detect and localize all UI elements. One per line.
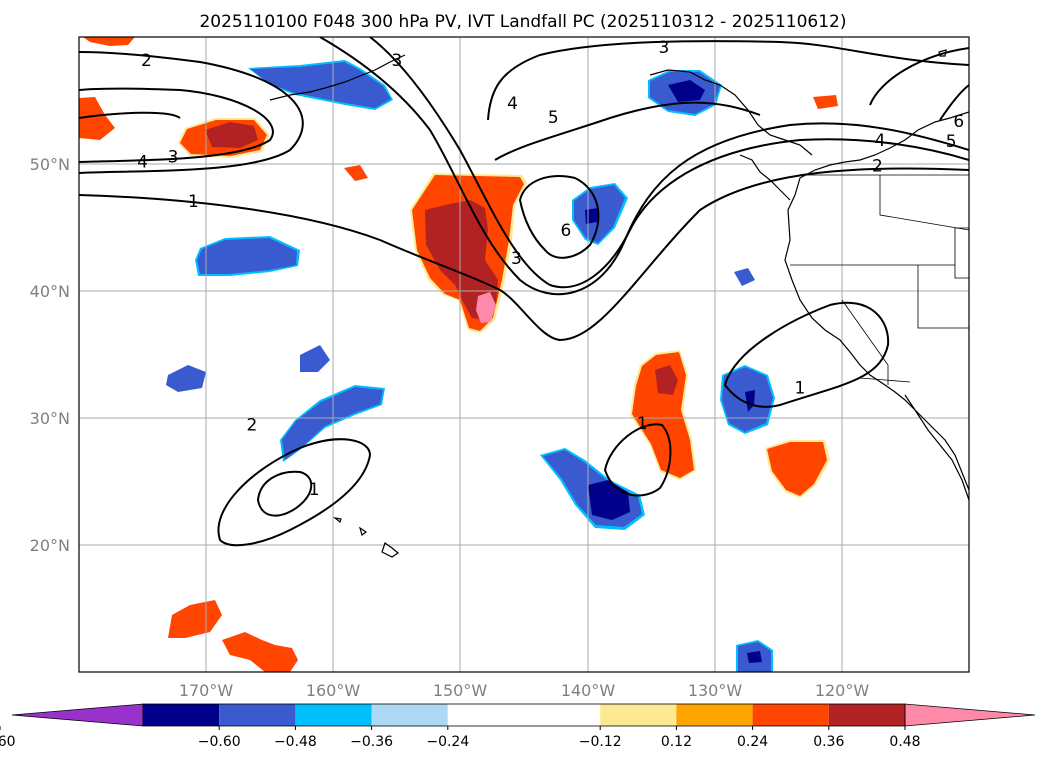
contour-label: 6 xyxy=(953,112,964,132)
contour-label: 1 xyxy=(309,480,320,500)
lon-label-140w: 140°W xyxy=(561,681,616,700)
colorbar-frame xyxy=(142,703,906,727)
ivt-contours xyxy=(79,37,969,547)
pv-anomaly-east-positive xyxy=(630,350,830,498)
colorbar-tick-label: 0.36 xyxy=(813,734,844,750)
contour-label: 6 xyxy=(561,221,572,241)
contour-label: 3 xyxy=(511,249,522,269)
lon-label-120w: 120°W xyxy=(815,681,870,700)
contour-label: 4 xyxy=(875,131,886,151)
colorbar-extend-low xyxy=(11,703,144,727)
contour-label: 4 xyxy=(507,94,518,114)
pv-anomaly-fields xyxy=(79,37,838,672)
colorbar-segment xyxy=(828,704,905,726)
colorbar-tick-label: 0.48 xyxy=(889,734,920,750)
contour-label: 1 xyxy=(637,414,648,434)
pv-anomaly-west xyxy=(79,37,838,181)
lat-label-50n: 50°N xyxy=(30,155,70,174)
figure-title: 2025110100 F048 300 hPa PV, IVT Landfall… xyxy=(199,12,846,32)
colorbar-tick-label: 0.60 xyxy=(0,734,16,750)
pv-anomaly-south-positive xyxy=(168,600,298,672)
colorbar-tick-label: −0.48 xyxy=(274,734,317,750)
contour-label: 2 xyxy=(872,156,883,176)
borders xyxy=(790,174,969,385)
lat-label-30n: 30°N xyxy=(30,409,70,428)
contour-label: 1 xyxy=(188,192,199,212)
colorbar-segment xyxy=(219,704,296,726)
contour-label: 1 xyxy=(794,379,805,399)
colorbar-segment xyxy=(371,704,448,726)
pv-anomaly-negative xyxy=(166,60,775,672)
contour-label: 3 xyxy=(658,38,669,58)
colorbar-segment xyxy=(143,704,220,726)
lat-label-20n: 20°N xyxy=(30,536,70,555)
pv-anomaly-central-trough xyxy=(410,173,527,333)
colorbar-tick-label: 0.24 xyxy=(737,734,768,750)
lon-label-150w: 150°W xyxy=(433,681,488,700)
contour-label: 3 xyxy=(168,147,179,167)
colorbar-tick-label: 0.12 xyxy=(661,734,692,750)
colorbar-segment xyxy=(295,704,372,726)
colorbar-tick-label: −0.24 xyxy=(426,734,469,750)
contour-label: 3 xyxy=(391,51,402,71)
contour-label: 4 xyxy=(137,152,148,172)
contour-label: 5 xyxy=(946,132,957,152)
colorbar-tick-label: −0.60 xyxy=(198,734,241,750)
coastlines xyxy=(269,49,969,558)
map-frame xyxy=(78,36,970,673)
lon-label-170w: 170°W xyxy=(179,681,234,700)
lat-label-40n: 40°N xyxy=(30,282,70,301)
contour-label: 5 xyxy=(548,108,559,128)
colorbar-segment xyxy=(600,704,677,726)
longitude-labels: 170°W 160°W 150°W 140°W 130°W 120°W xyxy=(179,681,870,700)
colorbar-tick-label: −0.12 xyxy=(579,734,622,750)
latitude-labels: 50°N 40°N 30°N 20°N xyxy=(30,155,70,555)
colorbar-extend-high xyxy=(904,703,1036,727)
colorbar-segment xyxy=(752,704,829,726)
contour-label: 2 xyxy=(247,415,258,435)
colorbar-tick-label: −0.36 xyxy=(350,734,393,750)
contour-label: 2 xyxy=(141,51,152,71)
lon-label-130w: 130°W xyxy=(688,681,743,700)
colorbar: −0.60 −0.48 −0.36 −0.24 −0.12 0.12 0.24 0.36 0.4… xyxy=(0,703,1036,750)
colorbar-segment xyxy=(676,704,753,726)
colorbar-segment xyxy=(447,704,601,726)
lon-label-160w: 160°W xyxy=(306,681,361,700)
